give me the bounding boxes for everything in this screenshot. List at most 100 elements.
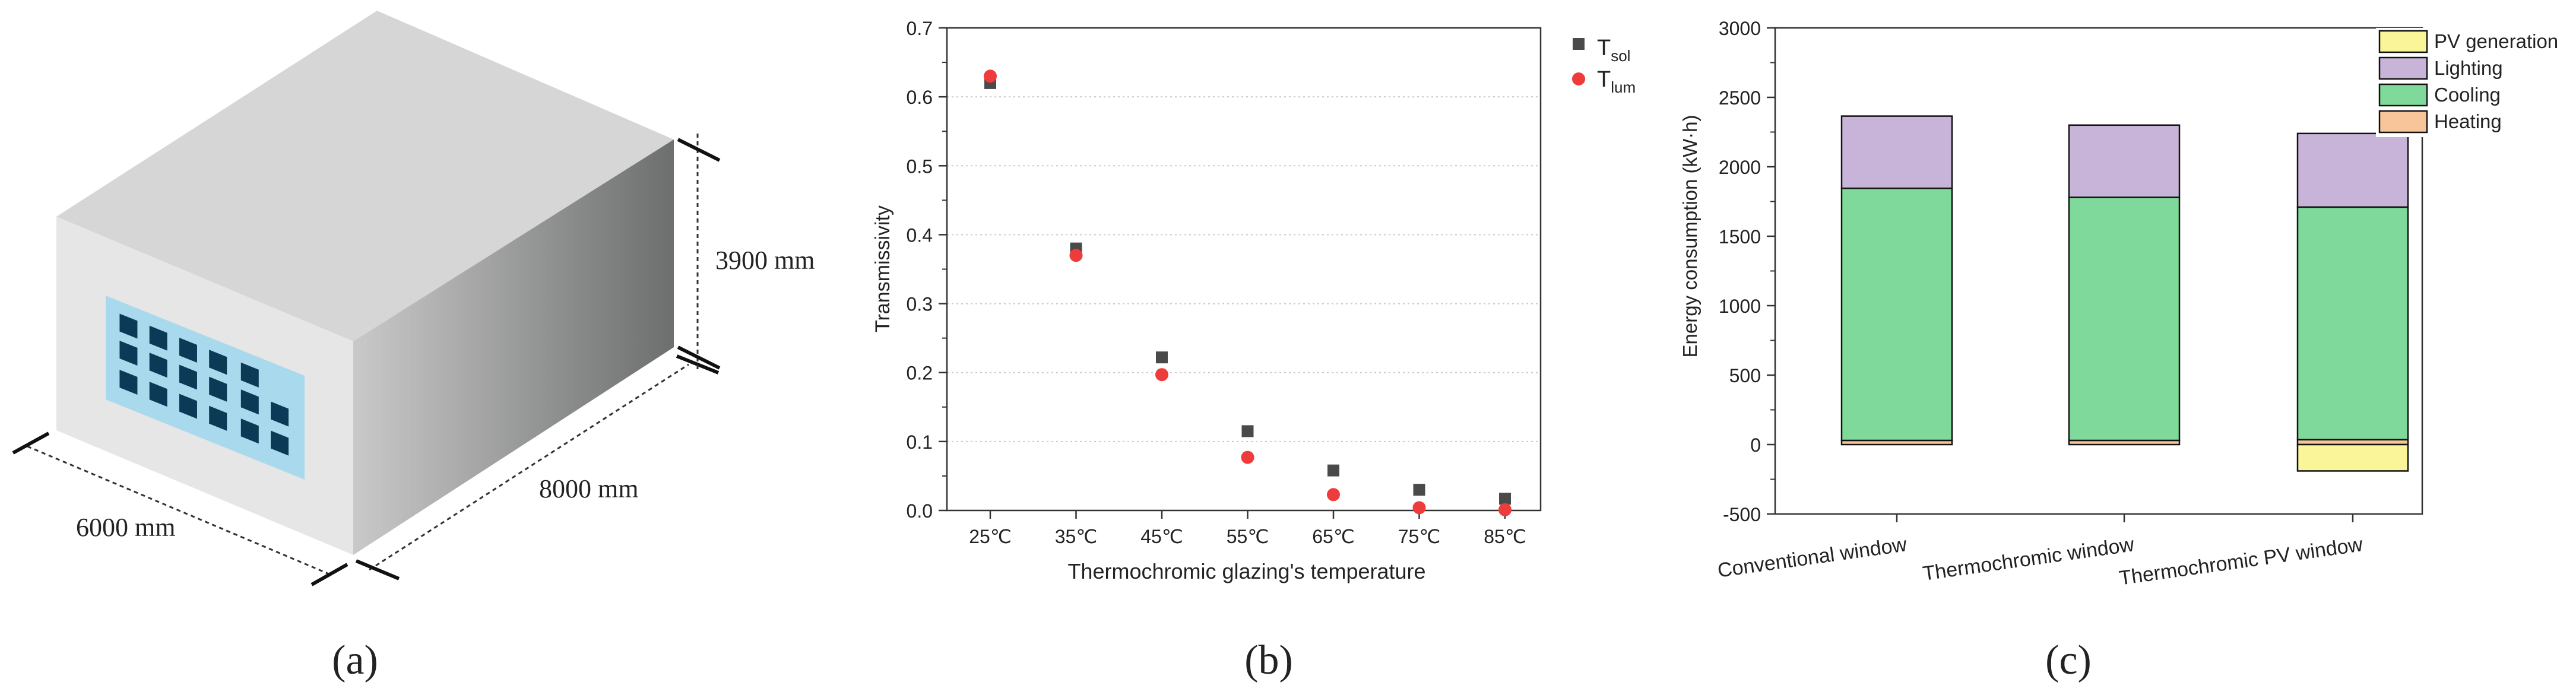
c-x-tick-label: Conventional window	[1716, 533, 1909, 582]
b-x-tick-label: 75℃	[1398, 526, 1441, 547]
c-bar-segment-cooling	[1840, 188, 1953, 442]
b-y-tick-label: 0.0	[907, 500, 933, 522]
transmissivity-chart-svg: 0.0 0.1 0.2 0.3 0.4 0.5 0.6 0.7 25℃ 35℃ 45℃ 55℃ 65℃…	[872, 18, 1636, 683]
panel-a-caption: (a)	[332, 637, 378, 683]
width-dimension-label: 6000 mm	[76, 513, 175, 542]
window-pane	[149, 353, 167, 378]
b-point-tlum	[1412, 501, 1426, 515]
b-point-tlum	[984, 69, 997, 83]
b-legend: Tsol Tlum	[1572, 36, 1636, 96]
window-pane	[119, 369, 138, 395]
b-x-tick-label: 65℃	[1312, 526, 1355, 547]
c-x-tick-label: Thermochromic window	[1921, 533, 2135, 585]
c-legend-label: Lighting	[2434, 57, 2503, 79]
window-pane	[119, 340, 138, 366]
panel-b-transmissivity-chart: 0.0 0.1 0.2 0.3 0.4 0.5 0.6 0.7 25℃ 35℃ 45℃ 55℃ 65℃…	[855, 0, 1710, 698]
window-pane	[209, 405, 227, 431]
depth-tick-right	[676, 354, 720, 375]
height-dimension-label: 3900 mm	[715, 246, 815, 275]
c-legend-label: PV generation	[2434, 30, 2558, 52]
window-pane	[209, 376, 227, 402]
b-plot-frame	[946, 27, 1542, 512]
b-x-tick-label: 85℃	[1484, 526, 1526, 547]
b-point-tlum	[1498, 503, 1512, 516]
c-stacked-bars	[1840, 115, 2409, 472]
window-pane	[179, 394, 197, 419]
c-legend-label: Cooling	[2434, 84, 2501, 106]
c-y-tick-label: 500	[1729, 365, 1761, 386]
window-pane	[271, 401, 289, 427]
c-x-axis-labels: Conventional window Thermochromic windowT…	[1716, 514, 2365, 590]
depth-tick-left	[355, 559, 400, 580]
room-top-face	[56, 11, 674, 341]
b-point-tsol	[1327, 464, 1339, 477]
b-y-axis-label: Transmissivity	[872, 205, 894, 332]
c-legend-swatch	[2378, 30, 2428, 53]
window-pane	[240, 362, 259, 388]
c-legend-swatch	[2378, 56, 2428, 80]
b-x-tick-label: 25℃	[969, 526, 1012, 547]
b-y-tick-label: 0.2	[907, 363, 933, 384]
c-legend-swatch	[2378, 110, 2428, 134]
room-right-face	[353, 139, 674, 555]
c-y-axis-ticks: -500 0 500 1000 1500 2000 2500 3000	[1719, 18, 1775, 525]
c-y-tick-label: 2500	[1719, 87, 1761, 109]
b-point-tlum	[1069, 249, 1083, 262]
b-x-tick-label: 55℃	[1227, 526, 1269, 547]
panel-a-room-model: 6000 mm 8000 mm 3900 mm (a)	[0, 0, 855, 698]
b-y-tick-label: 0.6	[907, 87, 933, 108]
c-y-tick-label: 1000	[1719, 296, 1761, 317]
b-point-tsol	[1413, 484, 1425, 496]
window-pane	[209, 350, 227, 375]
c-x-tick-label: Thermochromic PV window	[2118, 533, 2364, 589]
window-pane	[240, 418, 259, 444]
c-bar-segment-cooling	[2296, 206, 2409, 441]
c-bar-segment-lighting	[2068, 124, 2181, 198]
c-legend-label: Heating	[2434, 110, 2502, 132]
b-legend-marker-lum	[1572, 72, 1585, 85]
b-legend-label-sol: Tsol	[1597, 36, 1630, 65]
b-point-tsol	[1156, 351, 1168, 364]
height-tick-bottom	[677, 345, 721, 370]
window-pane	[149, 382, 167, 407]
c-bar-segment-pv-generation	[2296, 443, 2409, 472]
c-bar-segment-lighting	[2296, 132, 2409, 208]
c-legend: PV generation Lighting Cooling Heating	[2376, 28, 2576, 137]
panel-c-caption: (c)	[2045, 637, 2092, 683]
window-pane	[240, 389, 259, 415]
b-gridlines	[947, 27, 1541, 442]
b-point-tlum	[1327, 488, 1340, 502]
window-panes	[119, 313, 289, 456]
b-data-marks	[984, 69, 1512, 516]
window-pane	[271, 430, 289, 456]
b-y-tick-label: 0.5	[907, 156, 933, 177]
c-bar-segment-lighting	[1840, 115, 1953, 189]
window-pane	[179, 337, 197, 363]
b-y-tick-label: 0.7	[907, 18, 933, 39]
window-pane	[119, 313, 138, 339]
c-y-tick-label: 1500	[1719, 226, 1761, 248]
b-x-axis-ticks: 25℃ 35℃ 45℃ 55℃ 65℃ 75℃ 85℃	[969, 510, 1526, 547]
width-tick-right	[310, 563, 348, 586]
c-y-tick-label: 2000	[1719, 157, 1761, 178]
b-point-tlum	[1155, 368, 1168, 382]
window-pane	[149, 325, 167, 351]
c-y-tick-label: -500	[1723, 504, 1761, 525]
depth-dimension-label: 8000 mm	[539, 474, 638, 503]
c-y-tick-label: 3000	[1719, 18, 1761, 39]
c-legend-swatch	[2378, 83, 2428, 107]
width-tick-left	[12, 432, 50, 455]
depth-dimension-line	[369, 363, 689, 571]
b-y-tick-label: 0.4	[907, 224, 933, 246]
c-bar-segment-cooling	[2068, 196, 2181, 442]
panel-b-caption: (b)	[1244, 637, 1293, 683]
b-y-tick-label: 0.1	[907, 432, 933, 453]
window-pane	[179, 364, 197, 390]
width-dimension-line	[27, 445, 329, 575]
b-y-tick-label: 0.3	[907, 294, 933, 315]
b-x-tick-label: 35℃	[1055, 526, 1098, 547]
c-y-tick-label: 0	[1750, 434, 1761, 456]
b-legend-marker-sol	[1573, 38, 1585, 50]
b-legend-label-lum: Tlum	[1597, 67, 1636, 96]
b-point-tsol	[1241, 425, 1254, 437]
